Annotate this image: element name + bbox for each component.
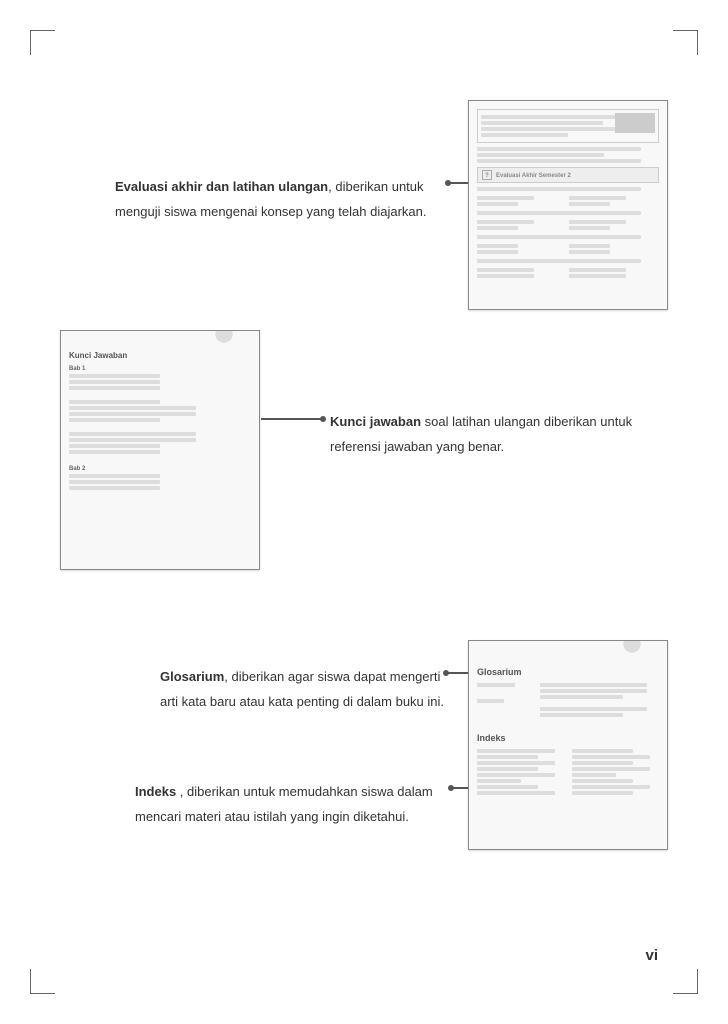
desc-kunci: Kunci jawaban soal latihan ulangan diber… [330, 410, 650, 459]
crop-mark [30, 30, 55, 55]
connector-line [451, 787, 468, 789]
crop-mark [673, 30, 698, 55]
glosarium-thumb-title: Glosarium [477, 667, 659, 677]
page-number: vi [645, 947, 658, 964]
kunci-bab2: Bab 2 [69, 466, 251, 472]
indeks-thumb-title: Indeks [477, 733, 659, 743]
desc-indeks: Indeks , diberikan untuk memudahkan sisw… [135, 780, 455, 829]
desc-evaluasi: Evaluasi akhir dan latihan ulangan, dibe… [115, 175, 445, 224]
thumbnail-evaluasi: ?Evaluasi Akhir Semester 2 [468, 100, 668, 310]
crop-mark [673, 969, 698, 994]
evaluasi-thumb-title: Evaluasi Akhir Semester 2 [496, 173, 571, 179]
desc-glosarium-bold: Glosarium [160, 669, 224, 684]
desc-glosarium: Glosarium, diberikan agar siswa dapat me… [160, 665, 450, 714]
desc-kunci-bold: Kunci jawaban [330, 414, 421, 429]
thumbnail-glosarium-indeks: Glosarium Indeks [468, 640, 668, 850]
connector-line [261, 418, 321, 420]
connector-line [448, 182, 468, 184]
kunci-bab1: Bab 1 [69, 366, 251, 372]
page-content: ?Evaluasi Akhir Semester 2 Evaluasi akhi… [60, 60, 668, 964]
desc-evaluasi-bold: Evaluasi akhir dan latihan ulangan [115, 179, 328, 194]
connector-dot [320, 416, 326, 422]
crop-mark [30, 969, 55, 994]
kunci-thumb-title: Kunci Jawaban [69, 351, 251, 360]
desc-indeks-bold: Indeks [135, 784, 180, 799]
connector-line [446, 672, 468, 674]
desc-indeks-text: , diberikan untuk memudahkan siswa dalam… [135, 784, 433, 824]
thumbnail-kunci: Kunci Jawaban Bab 1 Bab 2 [60, 330, 260, 570]
